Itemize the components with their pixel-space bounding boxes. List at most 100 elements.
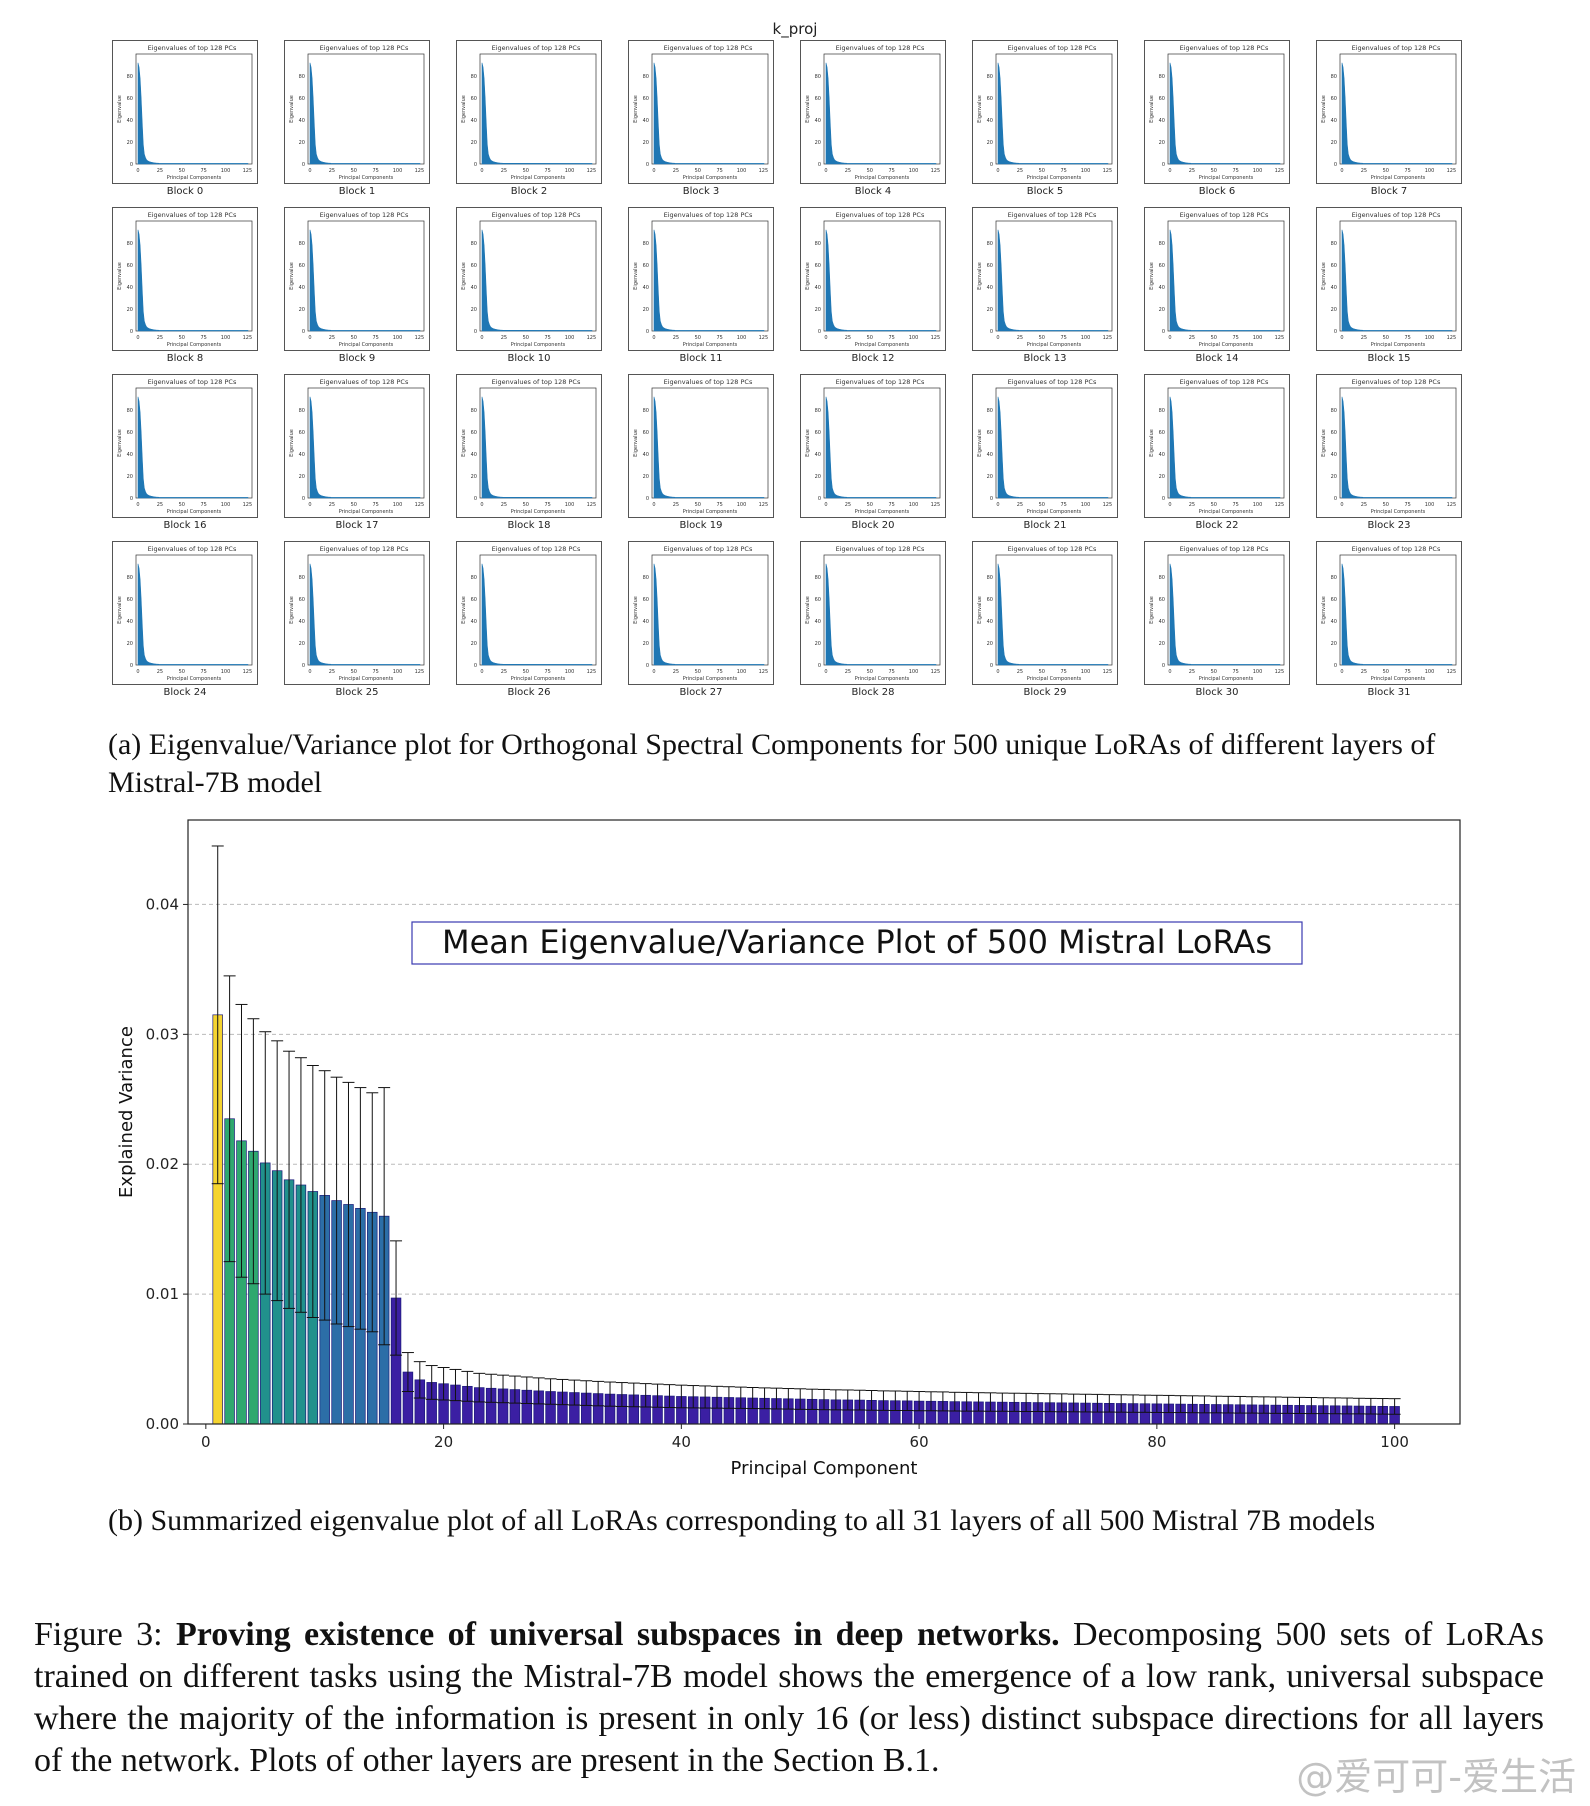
subplot-ytick: 60: [299, 96, 305, 102]
subplot-ytick: 60: [471, 430, 477, 436]
subplot-xtick: 0: [824, 168, 827, 174]
subplot-xtick: 0: [308, 669, 311, 675]
subplot-title: Eigenvalues of top 128 PCs: [492, 211, 581, 219]
subplot-xlabel: Principal Components: [683, 175, 738, 181]
subplot-xlabel: Principal Components: [1371, 676, 1426, 682]
subplot-xlabel: Principal Components: [339, 509, 394, 515]
subplot-ylabel: Eigenvalue: [289, 596, 295, 624]
subplot-xtick: 0: [652, 669, 655, 675]
subplot-xtick: 25: [329, 335, 335, 341]
subplot-ytick: 0: [646, 162, 649, 168]
subplot-ytick: 40: [471, 619, 477, 625]
subplot-ytick: 60: [299, 263, 305, 269]
subplot-xtick: 125: [1447, 502, 1457, 508]
subplot-ytick: 80: [987, 575, 993, 581]
subplot-ytick: 0: [646, 496, 649, 502]
subplot-xtick: 125: [587, 669, 597, 675]
subplot-ytick: 20: [815, 307, 821, 313]
subplot-ylabel: Eigenvalue: [289, 262, 295, 290]
subplot-xlabel: Principal Components: [1371, 342, 1426, 348]
subplot-ytick: 40: [1159, 118, 1165, 124]
subplot-ytick: 60: [299, 430, 305, 436]
subplot-xlabel: Principal Components: [1199, 676, 1254, 682]
subplot-xtick: 0: [308, 168, 311, 174]
subplot-ytick: 60: [1159, 263, 1165, 269]
subplot-ytick: 60: [1331, 96, 1337, 102]
subplot-ytick: 80: [1331, 241, 1337, 247]
subplot-ytick: 20: [987, 474, 993, 480]
subplot-xtick: 100: [909, 669, 919, 675]
subplot-frame: [112, 541, 258, 685]
subplot-ytick: 40: [127, 619, 133, 625]
subplot-xlabel: Principal Components: [167, 509, 222, 515]
block-label: Block 28: [851, 687, 895, 698]
subplot-ytick: 20: [471, 307, 477, 313]
subplot-ytick: 60: [987, 597, 993, 603]
subplot-area: [1169, 563, 1281, 666]
subplot-xtick: 50: [351, 502, 357, 508]
subplot-ytick: 20: [1331, 307, 1337, 313]
subplot-panel: Eigenvalues of top 128 PCs 0 20 40 60 80 0 25 50…: [628, 207, 774, 373]
subplot-xtick: 75: [1060, 669, 1066, 675]
subplot-xtick: 25: [1189, 335, 1195, 341]
subplot-xlabel: Principal Components: [1371, 509, 1426, 515]
subplot-xtick: 50: [1211, 335, 1217, 341]
subplot-xlabel: Principal Components: [1027, 509, 1082, 515]
subplot-xtick: 75: [716, 502, 722, 508]
subplot-area: [997, 229, 1109, 332]
subplot-xtick: 25: [1189, 502, 1195, 508]
subplot-xlabel: Principal Components: [511, 175, 566, 181]
block-label: Block 2: [510, 186, 548, 197]
subplot-frame: [284, 40, 430, 184]
subplot-ylabel: Eigenvalue: [977, 95, 983, 123]
subplot-xtick: 75: [888, 168, 894, 174]
subplot-area: [825, 563, 937, 666]
subplot-ytick: 60: [815, 430, 821, 436]
x-tick-label: 0: [201, 1433, 211, 1451]
subplot-ytick: 40: [815, 619, 821, 625]
subplot-svg: Eigenvalues of top 128 PCs 0 20 40 60 80 0 25 50…: [112, 541, 258, 685]
subplot-xtick: 25: [673, 335, 679, 341]
subplot-xtick: 25: [329, 502, 335, 508]
subplot-xtick: 0: [824, 669, 827, 675]
y-tick-label: 0.01: [146, 1285, 179, 1303]
subplot-ytick: 40: [1159, 285, 1165, 291]
subplot-panel: Eigenvalues of top 128 PCs 0 20 40 60 80 0 25 50…: [628, 541, 774, 707]
block-label: Block 31: [1367, 687, 1411, 698]
subplot-ytick: 40: [1331, 118, 1337, 124]
subplot-xlabel: Principal Components: [167, 175, 222, 181]
subplot-ytick: 0: [818, 496, 821, 502]
subplot-ytick: 20: [1331, 140, 1337, 146]
subplot-xlabel: Principal Components: [1027, 342, 1082, 348]
subplot-ylabel: Eigenvalue: [805, 262, 811, 290]
figure-caption-text: Decomposing 500 sets of LoRAs trained on…: [34, 1616, 1544, 1779]
x-tick-label: 80: [1147, 1433, 1166, 1451]
subplot-ytick: 0: [1162, 162, 1165, 168]
subplot-title: Eigenvalues of top 128 PCs: [664, 44, 753, 52]
subplot-xtick: 25: [501, 168, 507, 174]
block-label: Block 22: [1195, 520, 1239, 531]
subplot-xtick: 100: [737, 168, 747, 174]
subplot-ytick: 80: [987, 241, 993, 247]
subplot-ytick: 60: [643, 96, 649, 102]
subplot-area: [481, 62, 593, 165]
subplot-xtick: 75: [372, 669, 378, 675]
subplot-xtick: 0: [996, 335, 999, 341]
subplot-xtick: 100: [1253, 168, 1263, 174]
y-tick-label: 0.02: [146, 1155, 179, 1173]
subplot-xlabel: Principal Components: [855, 676, 910, 682]
subplot-title: Eigenvalues of top 128 PCs: [1008, 545, 1097, 553]
subplot-xtick: 75: [888, 502, 894, 508]
subplot-xtick: 125: [1103, 335, 1113, 341]
subplot-xtick: 0: [996, 669, 999, 675]
subplot-xtick: 75: [1060, 168, 1066, 174]
subplot-area: [1169, 229, 1281, 332]
subplot-svg: Eigenvalues of top 128 PCs 0 20 40 60 80 0 25 50…: [800, 541, 946, 685]
subplot-ytick: 0: [130, 162, 133, 168]
subplot-ytick: 80: [471, 408, 477, 414]
subplot-xtick: 100: [909, 168, 919, 174]
subplot-area: [1341, 396, 1453, 499]
subplot-xtick: 25: [845, 669, 851, 675]
subplot-frame: [972, 40, 1118, 184]
subplot-title: Eigenvalues of top 128 PCs: [492, 545, 581, 553]
